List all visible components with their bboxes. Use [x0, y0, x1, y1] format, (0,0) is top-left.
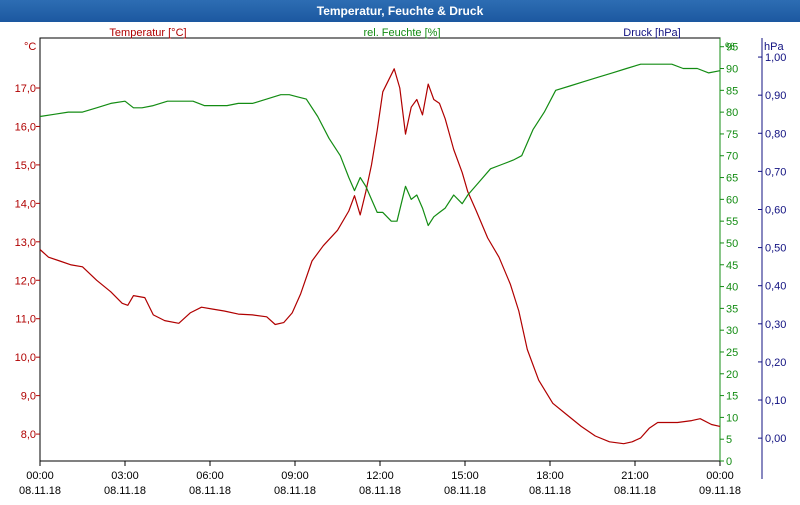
- x-tick-label-time: 18:00: [536, 470, 564, 482]
- temperature-tick-label: 11,0: [15, 314, 36, 326]
- x-tick-label-date: 08.11.18: [614, 485, 656, 497]
- humidity-tick-label: 50: [726, 238, 738, 250]
- humidity-tick-label: 5: [726, 434, 732, 446]
- x-tick-label-date: 08.11.18: [274, 485, 316, 497]
- window-title: Temperatur, Feuchte & Druck: [0, 0, 800, 22]
- x-tick-label-time: 15:00: [451, 470, 479, 482]
- temperature-series-line: [39, 68, 721, 445]
- humidity-unit-label: %: [725, 41, 735, 53]
- chart-svg: 00:00 08.11.18 03:00 08.11.18 06:00 08.11.18 0…: [15, 27, 787, 497]
- temperature-axis-label: Temperatur [°C]: [109, 27, 186, 39]
- temperature-tick-label: 15,0: [15, 160, 36, 172]
- axes: 00:00 08.11.18 03:00 08.11.18 06:00 08.11.18 0…: [15, 37, 786, 497]
- x-tick-label-date: 08.11.18: [444, 485, 486, 497]
- x-tick-label-date: 08.11.18: [529, 485, 571, 497]
- x-tick-label-date: 08.11.18: [104, 485, 146, 497]
- temperature-tick-label: 17,0: [15, 83, 36, 95]
- x-tick-label-date: 08.11.18: [189, 485, 231, 497]
- humidity-tick-label: 40: [726, 282, 738, 294]
- humidity-tick-label: 85: [726, 85, 738, 97]
- temperature-tick-label: 10,0: [15, 352, 36, 364]
- temperature-tick-label: 13,0: [15, 237, 36, 249]
- pressure-tick-label: 0,30: [765, 319, 786, 331]
- pressure-tick-label: 0,70: [765, 166, 786, 178]
- x-tick-label-time: 06:00: [196, 470, 224, 482]
- pressure-tick-label: 0,20: [765, 357, 786, 369]
- pressure-tick-label: 0,10: [765, 395, 786, 407]
- temperature-tick-label: 12,0: [15, 275, 36, 287]
- pressure-tick-label: 1,00: [765, 52, 786, 64]
- x-tick-label-date: 08.11.18: [19, 485, 61, 497]
- pressure-tick-label: 0,00: [765, 433, 786, 445]
- humidity-tick-label: 10: [726, 412, 738, 424]
- humidity-tick-label: 60: [726, 194, 738, 206]
- pressure-tick-label: 0,90: [765, 90, 786, 102]
- humidity-tick-label: 95: [726, 42, 738, 54]
- humidity-tick-label: 35: [726, 303, 738, 315]
- x-tick-label-time: 21:00: [621, 470, 649, 482]
- x-tick-label-date: 09.11.18: [699, 485, 741, 497]
- temperature-tick-label: 16,0: [15, 121, 36, 133]
- humidity-tick-label: 70: [726, 151, 738, 163]
- x-tick-label-time: 12:00: [366, 470, 394, 482]
- humidity-axis-label: rel. Feuchte [%]: [363, 27, 440, 39]
- humidity-tick-label: 20: [726, 369, 738, 381]
- series-group: [39, 63, 721, 445]
- pressure-tick-label: 0,40: [765, 281, 786, 293]
- pressure-tick-label: 0,80: [765, 128, 786, 140]
- humidity-tick-label: 0: [726, 456, 732, 468]
- x-tick-label-time: 00:00: [26, 470, 54, 482]
- temperature-tick-label: 14,0: [15, 198, 36, 210]
- pressure-axis-label: Druck [hPa]: [623, 27, 680, 39]
- x-tick-label-time: 00:00: [706, 470, 734, 482]
- chart-area: 00:00 08.11.18 03:00 08.11.18 06:00 08.11.18 0…: [0, 22, 800, 500]
- humidity-tick-label: 80: [726, 107, 738, 119]
- pressure-unit-label: hPa: [764, 41, 784, 53]
- humidity-tick-label: 15: [726, 391, 738, 403]
- humidity-tick-label: 75: [726, 129, 738, 141]
- humidity-series-line: [39, 63, 721, 227]
- plot-frame: [39, 37, 721, 462]
- x-tick-label-time: 03:00: [111, 470, 139, 482]
- humidity-tick-label: 90: [726, 64, 738, 76]
- pressure-tick-label: 0,60: [765, 204, 786, 216]
- humidity-tick-label: 25: [726, 347, 738, 359]
- humidity-tick-label: 65: [726, 173, 738, 185]
- humidity-tick-label: 30: [726, 325, 738, 337]
- axis-labels: °C Temperatur [°C] rel. Feuchte [%] Druc…: [24, 27, 784, 53]
- temperature-tick-label: 9,0: [21, 391, 36, 403]
- temperature-unit-label: °C: [24, 41, 36, 53]
- pressure-tick-label: 0,50: [765, 243, 786, 255]
- humidity-tick-label: 55: [726, 216, 738, 228]
- x-tick-label-time: 09:00: [281, 470, 309, 482]
- x-tick-label-date: 08.11.18: [359, 485, 401, 497]
- temperature-tick-label: 8,0: [21, 429, 36, 441]
- humidity-tick-label: 45: [726, 260, 738, 272]
